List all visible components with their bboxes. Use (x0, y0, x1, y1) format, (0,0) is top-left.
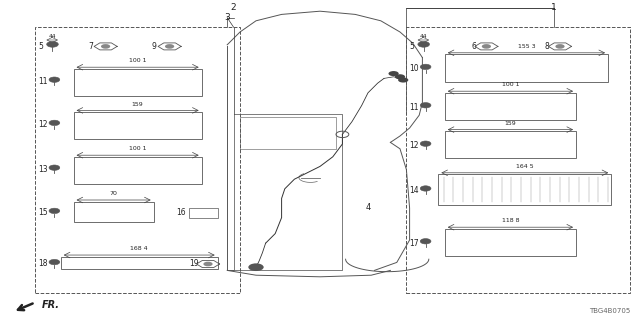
Text: 5: 5 (410, 42, 415, 51)
Text: 16: 16 (176, 208, 186, 217)
Text: 8: 8 (545, 42, 549, 51)
Text: 159: 159 (132, 101, 143, 107)
Bar (74, 202, 154, 222)
Circle shape (398, 77, 408, 83)
Text: 4: 4 (365, 204, 371, 212)
Text: 164 5: 164 5 (516, 164, 534, 169)
Bar (35, 27, 240, 293)
Text: 11: 11 (410, 103, 419, 112)
Text: 10: 10 (410, 64, 419, 73)
Circle shape (101, 44, 110, 49)
Bar (438, 174, 611, 205)
Bar (445, 229, 576, 256)
Circle shape (49, 120, 60, 125)
Circle shape (49, 208, 60, 213)
Text: 11: 11 (38, 77, 48, 86)
Circle shape (556, 44, 564, 49)
Circle shape (204, 262, 212, 266)
Bar (406, 27, 630, 293)
Text: 100 1: 100 1 (129, 58, 147, 63)
Bar (61, 257, 218, 269)
Circle shape (388, 71, 399, 76)
Text: 70: 70 (109, 191, 118, 196)
Bar (74, 112, 202, 139)
Bar (445, 131, 576, 158)
Bar (74, 69, 202, 96)
Text: 17: 17 (410, 239, 419, 248)
Text: 1: 1 (551, 4, 556, 12)
Text: 100 1: 100 1 (129, 146, 147, 151)
Circle shape (418, 41, 429, 47)
Text: 7: 7 (88, 42, 93, 51)
Text: 12: 12 (38, 120, 48, 129)
Text: 118 8: 118 8 (502, 218, 519, 223)
Circle shape (395, 74, 405, 79)
Text: 9: 9 (152, 42, 157, 51)
Bar (74, 157, 202, 184)
Text: 15: 15 (38, 208, 48, 217)
Text: 6: 6 (472, 42, 477, 51)
Circle shape (165, 44, 174, 49)
Text: 19: 19 (189, 260, 198, 268)
Text: 13: 13 (38, 165, 48, 174)
Text: 5: 5 (38, 42, 44, 51)
Circle shape (49, 260, 60, 265)
Circle shape (47, 41, 58, 47)
Circle shape (420, 103, 431, 108)
Bar (445, 54, 608, 82)
Text: 155 3: 155 3 (518, 44, 535, 49)
Circle shape (420, 64, 431, 69)
Circle shape (248, 263, 264, 271)
Text: 18: 18 (38, 260, 48, 268)
Circle shape (482, 44, 491, 49)
Text: 2: 2 (231, 4, 236, 12)
Circle shape (420, 141, 431, 146)
Text: FR.: FR. (42, 300, 60, 310)
Text: 14: 14 (410, 186, 419, 195)
Text: TBG4B0705: TBG4B0705 (589, 308, 630, 314)
Text: 159: 159 (504, 121, 516, 126)
Text: 100 1: 100 1 (502, 82, 519, 87)
Bar (189, 208, 218, 218)
Circle shape (420, 239, 431, 244)
Text: 12: 12 (410, 141, 419, 150)
Text: 44: 44 (49, 34, 56, 39)
Text: 168 4: 168 4 (131, 246, 148, 251)
Circle shape (49, 165, 60, 170)
Circle shape (49, 77, 60, 82)
Text: 44: 44 (420, 34, 428, 39)
Bar (445, 93, 576, 120)
Text: 3: 3 (225, 13, 230, 22)
Circle shape (420, 186, 431, 191)
